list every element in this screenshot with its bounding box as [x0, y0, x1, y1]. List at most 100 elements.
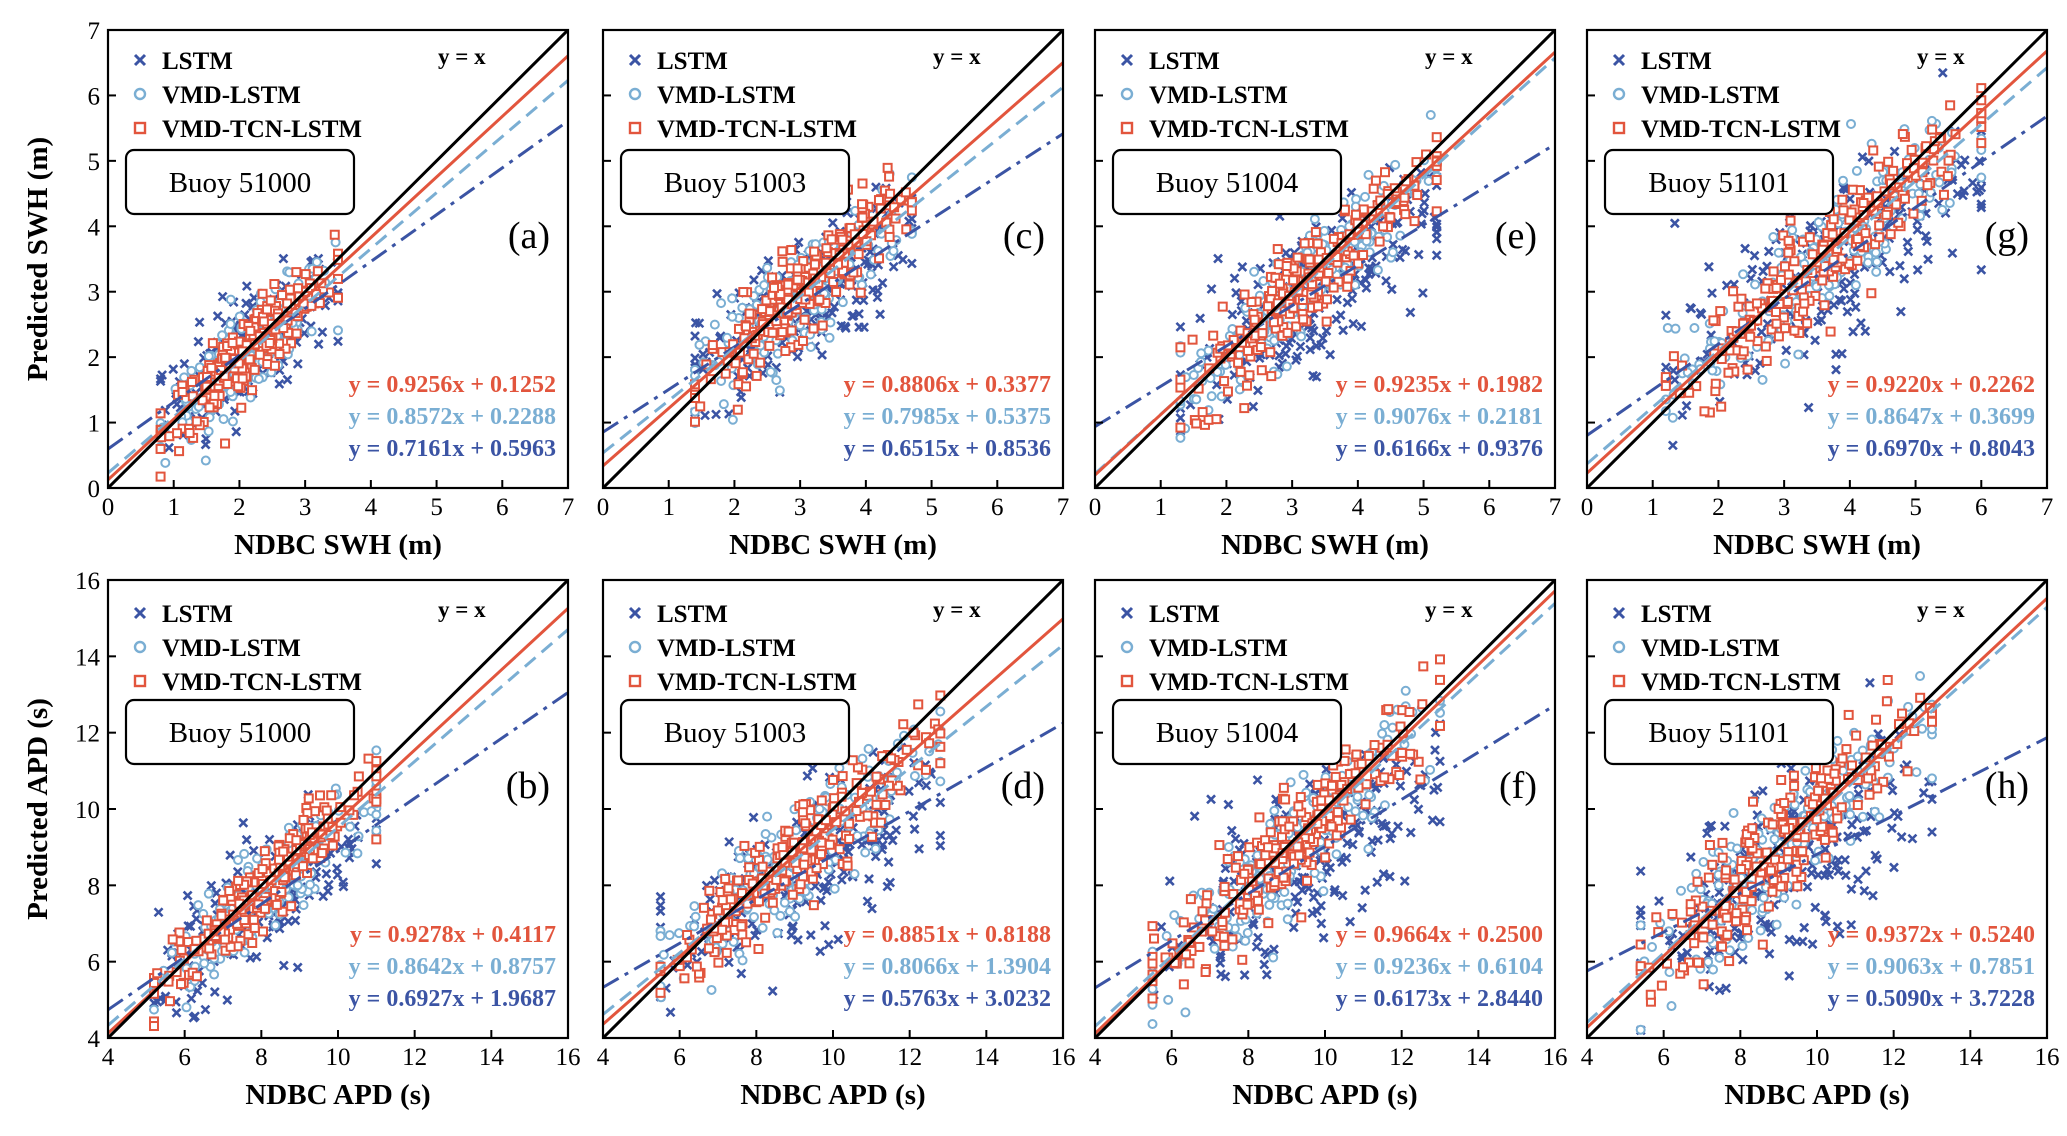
plot-area — [108, 580, 568, 1038]
point-lstm — [1839, 183, 1849, 194]
point-vmd-tcn-lstm — [243, 929, 254, 940]
plot-frame — [106, 28, 570, 490]
x-tick-label: 3 — [1778, 494, 1791, 521]
point-vmd-tcn-lstm — [1399, 192, 1410, 203]
point-vmd-tcn-lstm — [753, 943, 764, 954]
point-vmd-tcn-lstm — [1242, 345, 1253, 356]
point-vmd-tcn-lstm — [880, 799, 891, 810]
x-tick-label: 4 — [365, 494, 378, 521]
point-lstm — [318, 891, 329, 902]
point-vmd-tcn-lstm — [707, 340, 718, 351]
point-vmd-tcn-lstm — [1263, 842, 1274, 853]
point-vmd-lstm — [1423, 175, 1434, 186]
point-vmd-tcn-lstm — [1378, 221, 1389, 232]
point-vmd-tcn-lstm — [1257, 328, 1268, 339]
point-vmd-tcn-lstm — [293, 283, 304, 294]
point-vmd-tcn-lstm — [1328, 282, 1339, 293]
legend-label: LSTM — [1149, 48, 1220, 75]
point-lstm — [264, 834, 275, 845]
panel-letter: (d) — [1001, 765, 1045, 807]
point-lstm — [888, 261, 899, 272]
point-vmd-tcn-lstm — [1237, 954, 1248, 965]
point-vmd-tcn-lstm — [1723, 367, 1734, 378]
point-vmd-tcn-lstm — [1783, 269, 1794, 280]
point-lstm — [935, 797, 946, 808]
point-vmd-lstm — [790, 911, 801, 922]
point-vmd-lstm — [225, 319, 236, 330]
point-vmd-tcn-lstm — [1255, 859, 1266, 870]
point-vmd-lstm — [1265, 818, 1276, 829]
point-vmd-tcn-lstm — [1361, 779, 1372, 790]
point-vmd-tcn-lstm — [826, 234, 837, 245]
point-lstm — [698, 349, 708, 360]
point-lstm — [1431, 227, 1442, 238]
point-vmd-tcn-lstm — [1175, 382, 1186, 393]
point-vmd-tcn-lstm — [1291, 321, 1302, 332]
point-vmd-lstm — [759, 280, 770, 291]
point-vmd-tcn-lstm — [1847, 184, 1858, 195]
point-vmd-tcn-lstm — [842, 860, 853, 871]
point-vmd-tcn-lstm — [1332, 807, 1343, 818]
point-vmd-tcn-lstm — [312, 266, 323, 277]
point-vmd-lstm — [199, 958, 210, 969]
x-tick-label: 6 — [991, 494, 1004, 521]
fit-line-lstm — [1095, 142, 1555, 428]
buoy-box — [1111, 148, 1343, 216]
point-vmd-tcn-lstm — [219, 934, 230, 945]
point-lstm — [1749, 250, 1760, 261]
point-vmd-tcn-lstm — [1789, 325, 1800, 336]
point-vmd-lstm — [371, 809, 382, 820]
point-vmd-tcn-lstm — [1353, 258, 1364, 269]
plot-frame — [601, 28, 1065, 490]
point-lstm — [1750, 365, 1761, 376]
legend-marker-vmd-lstm — [1120, 640, 1134, 654]
point-vmd-lstm — [1689, 323, 1700, 334]
point-vmd-lstm — [765, 366, 776, 377]
point-lstm — [323, 879, 334, 890]
legend-label: VMD-LSTM — [657, 635, 796, 662]
point-lstm — [1290, 892, 1300, 902]
point-lstm — [833, 934, 844, 945]
legend-marker-vmd-tcn-lstm — [628, 674, 642, 688]
point-vmd-lstm — [856, 279, 867, 290]
point-lstm — [1420, 188, 1431, 199]
x-tick-label: 3 — [794, 494, 807, 521]
point-lstm — [1435, 756, 1445, 767]
point-lstm — [194, 317, 205, 328]
point-lstm — [655, 891, 666, 902]
buoy-label: Buoy 51003 — [664, 167, 807, 199]
point-vmd-tcn-lstm — [257, 864, 268, 875]
point-lstm — [1317, 333, 1328, 344]
point-vmd-lstm — [1281, 361, 1292, 372]
point-lstm — [690, 317, 701, 328]
fit-equation: y = 0.8806x + 0.3377 — [844, 372, 1051, 398]
point-lstm — [665, 1007, 676, 1018]
point-lstm — [1226, 825, 1237, 836]
point-lstm — [807, 763, 818, 774]
point-vmd-lstm — [1209, 943, 1220, 954]
panel-letter: (f) — [1499, 765, 1537, 807]
point-vmd-lstm — [203, 351, 214, 362]
point-vmd-tcn-lstm — [1267, 285, 1278, 296]
point-vmd-tcn-lstm — [767, 327, 778, 338]
point-vmd-lstm — [1377, 728, 1388, 739]
point-lstm — [1206, 284, 1217, 294]
point-lstm — [817, 350, 828, 360]
point-vmd-tcn-lstm — [1273, 259, 1284, 270]
point-vmd-tcn-lstm — [1736, 293, 1747, 304]
point-vmd-tcn-lstm — [1742, 364, 1753, 375]
point-lstm — [1435, 816, 1445, 827]
point-vmd-tcn-lstm — [257, 288, 268, 299]
plot-area — [603, 580, 1063, 1038]
point-vmd-tcn-lstm — [1778, 312, 1789, 323]
x-tick-label: 16 — [556, 1044, 581, 1071]
x-tick-label: 4 — [102, 1044, 115, 1071]
fit-equation: y = 0.9278x + 0.4117 — [350, 922, 556, 948]
point-vmd-tcn-lstm — [174, 446, 185, 457]
point-vmd-lstm — [863, 743, 874, 754]
point-lstm — [1976, 199, 1987, 210]
point-vmd-lstm — [888, 245, 899, 256]
point-lstm — [935, 830, 946, 841]
point-vmd-tcn-lstm — [1768, 266, 1779, 277]
x-tick-label: 16 — [1543, 1044, 1568, 1071]
